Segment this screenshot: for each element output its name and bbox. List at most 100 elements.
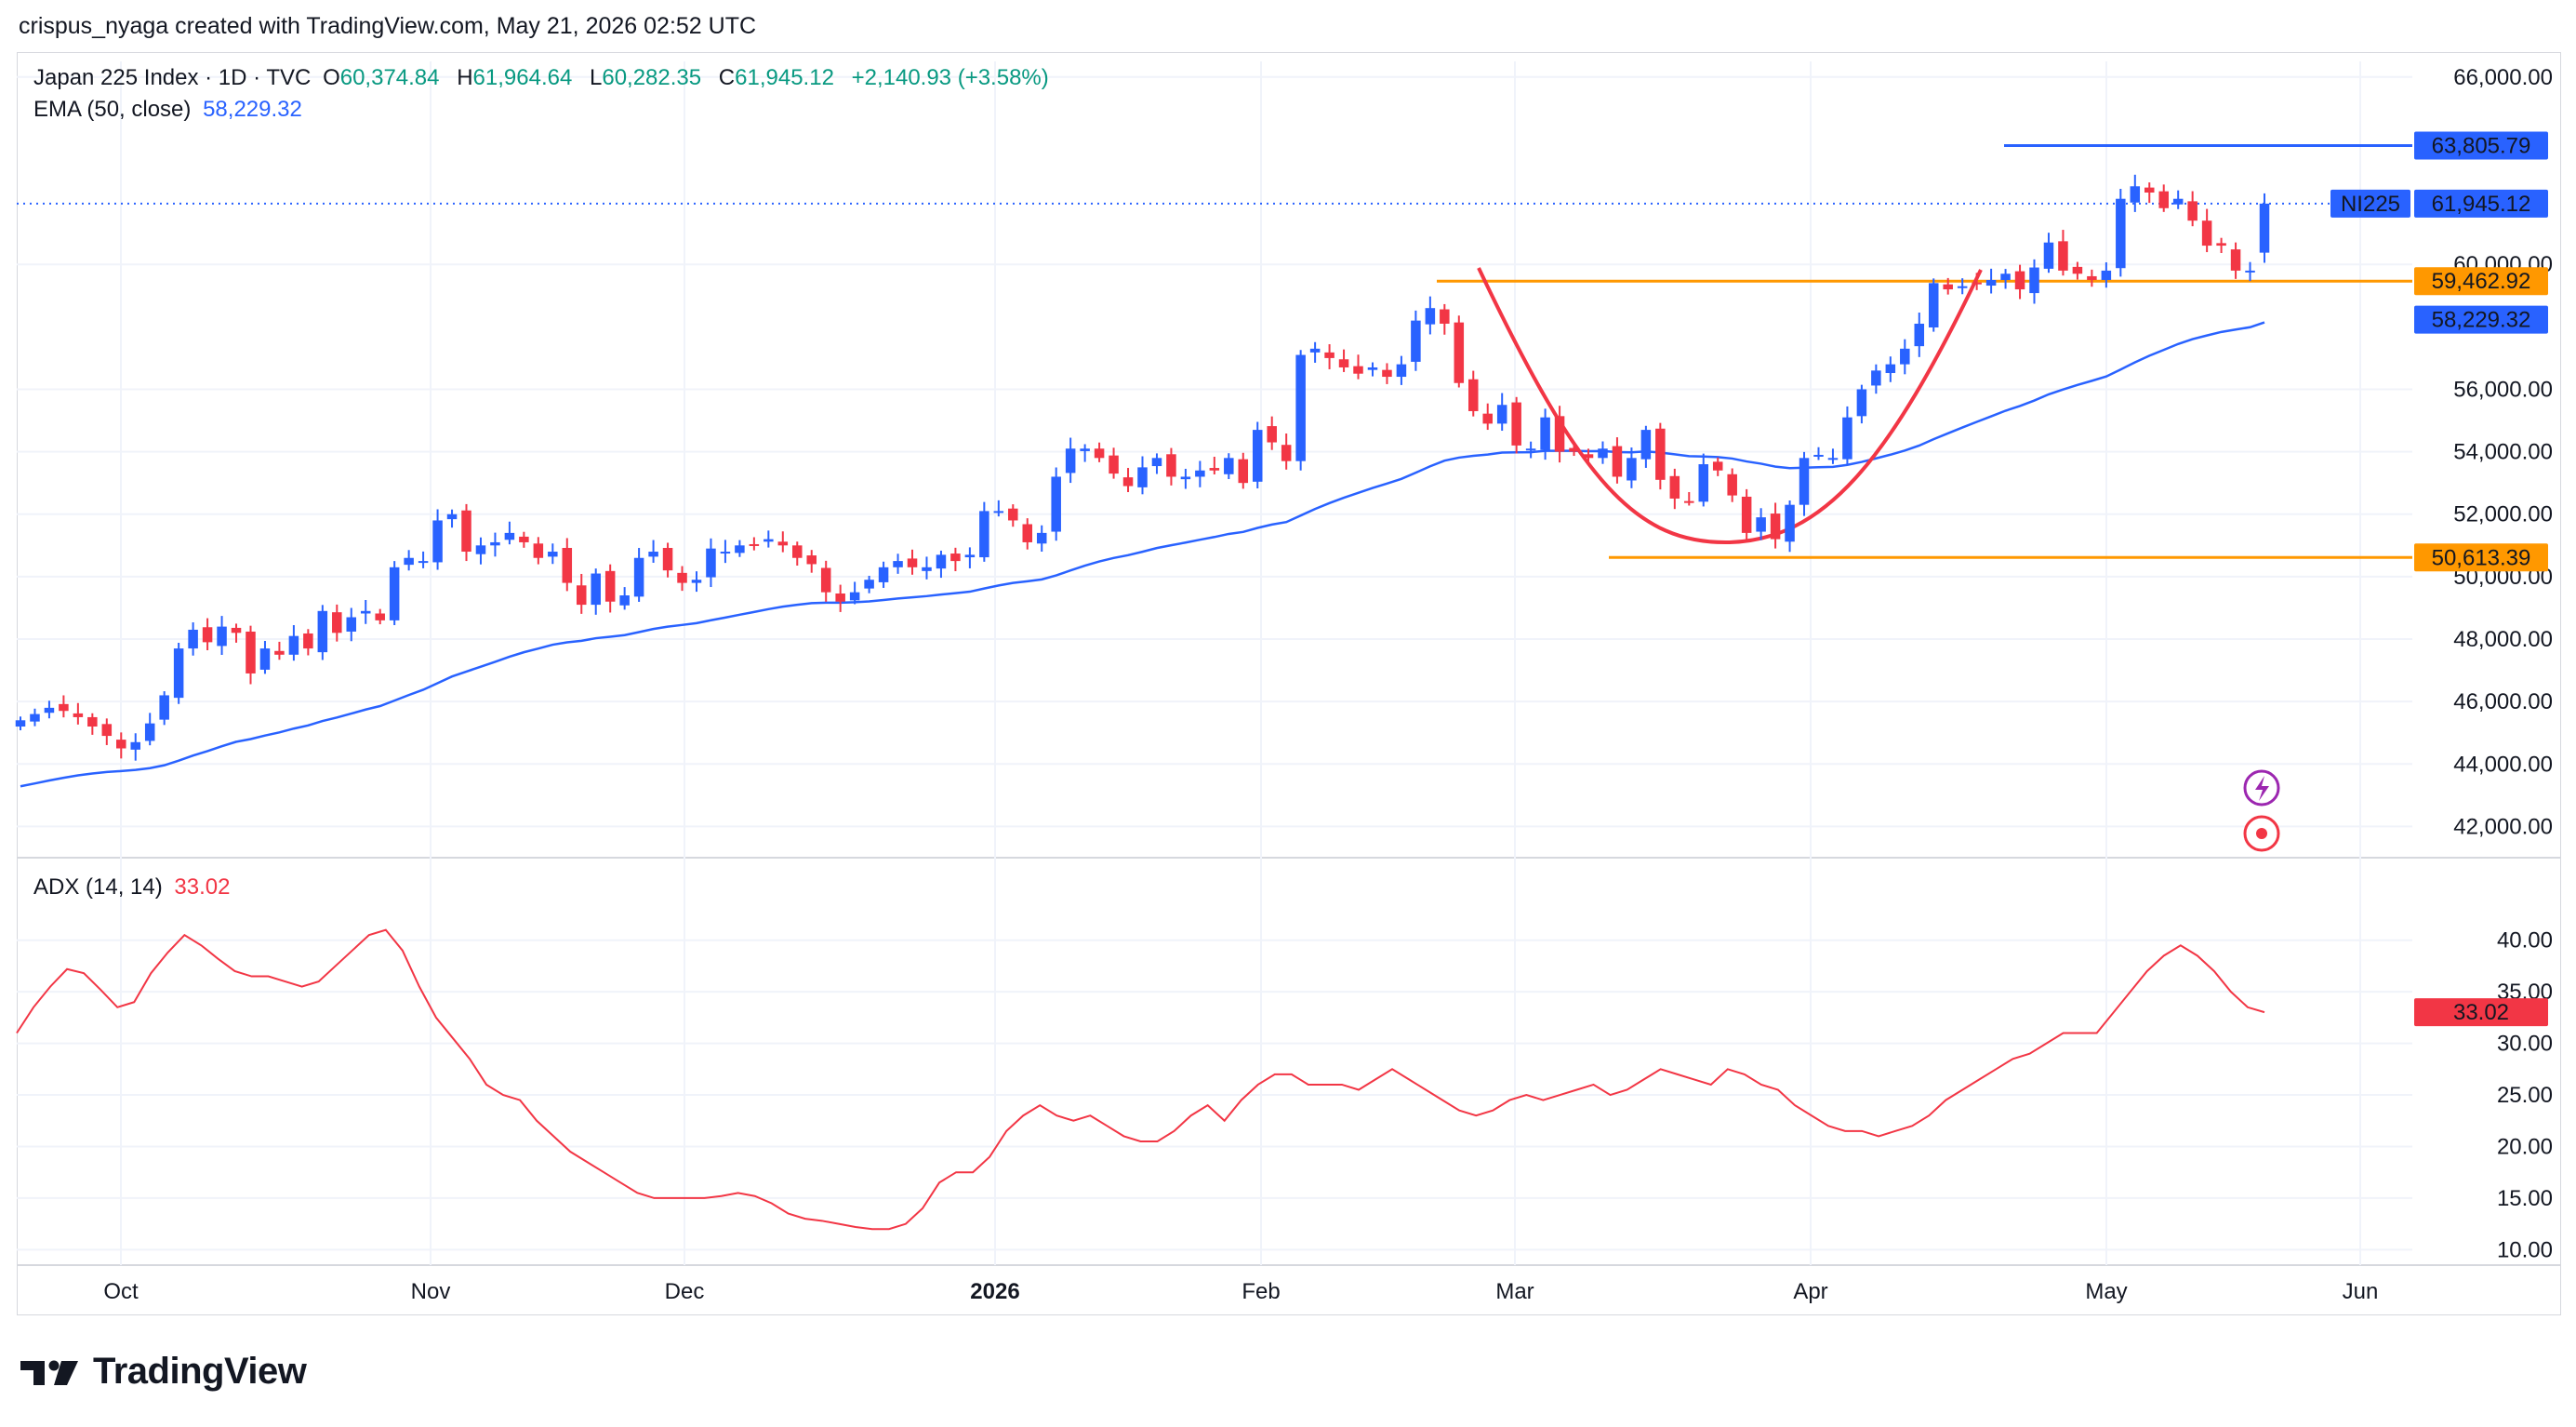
- lightning-icon[interactable]: [2243, 769, 2280, 807]
- adx-tick-label: 25.00: [2497, 1083, 2553, 1108]
- time-tick-label: Feb: [1242, 1279, 1280, 1304]
- price-tick-label: 46,000.00: [2453, 689, 2553, 714]
- candle-body: [1698, 464, 1709, 502]
- candle-body: [303, 633, 313, 649]
- time-tick-label: Oct: [103, 1279, 139, 1304]
- candle-body: [1612, 446, 1623, 477]
- candle-body: [2101, 270, 2112, 280]
- candle-body: [1396, 364, 1407, 378]
- candle-body: [360, 610, 371, 614]
- candle-body: [764, 539, 774, 542]
- resistance-price-badge-text: 63,805.79: [2432, 133, 2531, 158]
- adx-value-badge-bg: [2414, 998, 2548, 1027]
- candle-body: [662, 547, 673, 571]
- candle-body: [576, 585, 587, 606]
- legend-l-label: L: [589, 65, 603, 90]
- candle-body: [562, 547, 573, 583]
- adx-tick-label: 20.00: [2497, 1134, 2553, 1159]
- candle-body: [1238, 459, 1249, 484]
- candle-body: [159, 695, 169, 720]
- candle-body: [964, 554, 976, 558]
- cup-pattern-curve: [1477, 267, 1983, 545]
- candle-body: [1598, 448, 1608, 459]
- candle-body: [1770, 513, 1781, 540]
- candle-body: [317, 610, 328, 653]
- support-upper-badge: 59,462.92: [2414, 267, 2548, 296]
- time-tick-label: 2026: [970, 1279, 1019, 1304]
- candle-body: [907, 558, 918, 567]
- candle-body: [1627, 458, 1637, 481]
- candle-body: [1741, 496, 1752, 533]
- candle-body: [2158, 191, 2169, 208]
- candle-body: [720, 552, 731, 554]
- candle-body: [1554, 416, 1565, 452]
- candle-body: [1684, 500, 1694, 503]
- candle-body: [2187, 201, 2198, 221]
- candle-body: [1022, 524, 1033, 542]
- adx-legend-label: ADX (14, 14): [33, 874, 163, 900]
- candle-body: [1957, 286, 1968, 288]
- candle-body: [1295, 354, 1306, 461]
- ema-legend: EMA (50, close) 58,229.32: [33, 97, 308, 123]
- candle-body: [44, 707, 55, 714]
- candle-body: [1122, 477, 1134, 487]
- candle-body: [2216, 243, 2226, 247]
- candle-body: [130, 741, 141, 750]
- candle-body: [173, 648, 184, 699]
- price-tick-label: 42,000.00: [2453, 814, 2553, 839]
- legend-open: 60,374.84: [339, 65, 440, 90]
- candle-body: [548, 552, 558, 557]
- candle-body: [1080, 448, 1090, 451]
- tradingview-logo[interactable]: TradingView: [20, 1351, 307, 1393]
- candle-body: [1209, 468, 1220, 471]
- resistance-price-badge: 63,805.79: [2414, 131, 2548, 160]
- candle-body: [1496, 405, 1507, 424]
- ema-price-badge-bg: [2414, 305, 2548, 334]
- chart-frame[interactable]: [17, 52, 2561, 1315]
- legend-symbol: Japan 225 Index · 1D · TVC: [33, 65, 312, 90]
- candle-body: [533, 543, 544, 558]
- candle-body: [1468, 379, 1479, 411]
- adx-line: [16, 928, 2265, 1231]
- candle-body: [2029, 267, 2039, 294]
- candle-body: [1382, 369, 1392, 378]
- candle-body: [59, 703, 69, 712]
- candle-body: [2144, 187, 2155, 193]
- candle-body: [404, 557, 414, 566]
- candle-body: [15, 720, 26, 727]
- candle-body: [619, 595, 630, 606]
- candle-body: [30, 714, 40, 722]
- candle-body: [2259, 203, 2270, 253]
- support-upper-badge-bg: [2414, 267, 2548, 296]
- candle-body: [2130, 186, 2141, 203]
- candle-body: [231, 627, 242, 633]
- candle-body: [1367, 367, 1378, 370]
- candle-body: [1411, 320, 1421, 362]
- candle-body: [389, 567, 400, 620]
- time-tick-label: Apr: [1793, 1279, 1827, 1304]
- alert-dot-icon[interactable]: [2243, 815, 2280, 852]
- candle-body: [1454, 322, 1465, 383]
- candle-body: [274, 650, 285, 655]
- candle-body: [1109, 455, 1119, 474]
- candle-body: [1224, 458, 1234, 474]
- time-tick-label: Mar: [1495, 1279, 1534, 1304]
- candle-body: [591, 573, 601, 606]
- candle-body: [2000, 273, 2011, 280]
- last-price-badge: 61,945.12: [2414, 189, 2548, 218]
- adx-value-badge: 33.02: [2414, 998, 2548, 1027]
- candle-body: [2201, 220, 2212, 247]
- candle-body: [1785, 504, 1795, 542]
- candle-body: [1482, 413, 1493, 424]
- candle-body: [878, 567, 889, 582]
- candle-body: [849, 592, 860, 601]
- candle-body: [1756, 517, 1766, 532]
- candle-body: [1871, 370, 1881, 386]
- candle-body: [446, 513, 458, 520]
- resistance-price-badge-bg: [2414, 131, 2548, 160]
- time-tick-label: Dec: [665, 1279, 705, 1304]
- candle-body: [1799, 458, 1810, 505]
- price-tick-label: 66,000.00: [2453, 65, 2553, 90]
- candle-body: [2043, 242, 2054, 269]
